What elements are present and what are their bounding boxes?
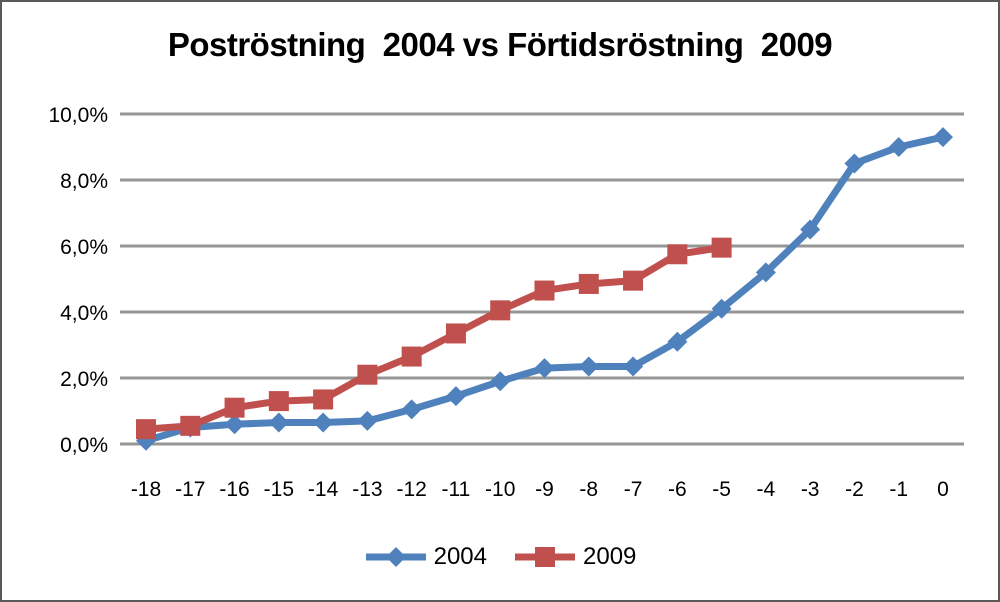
y-tick-label: 2,0%	[60, 368, 108, 391]
legend-item-2009: 2009	[513, 543, 636, 571]
legend-label-2004: 2004	[433, 543, 487, 570]
series-2009-marker	[313, 389, 334, 410]
series-2009-marker	[136, 419, 156, 440]
x-tick-label: 0	[937, 478, 949, 501]
legend-square-2009	[535, 547, 555, 567]
x-tick-label: -5	[712, 478, 731, 501]
x-tick-label: -9	[535, 478, 554, 501]
series-2009-marker	[401, 346, 422, 367]
series-2004-marker	[844, 153, 865, 174]
series-2004-marker	[667, 331, 688, 352]
y-tick-label: 8,0%	[60, 170, 108, 193]
series-2004-marker	[490, 371, 511, 392]
series-2009-marker	[357, 364, 378, 385]
legend-diamond-2004	[385, 547, 406, 567]
x-tick-label: -11	[442, 478, 471, 501]
chart-title: Poströstning 2004 vs Förtidsröstning 200…	[167, 26, 833, 63]
y-tick-label: 10,0%	[48, 104, 108, 127]
series-2004-marker	[933, 127, 953, 148]
series-2004-marker	[755, 262, 776, 283]
series-2009-marker	[180, 415, 201, 436]
x-tick-label: -8	[579, 478, 598, 501]
square-marker-icon	[515, 547, 575, 567]
x-tick-label: -1	[889, 478, 908, 501]
x-tick-label: -4	[757, 478, 776, 501]
series-2004-marker	[888, 137, 909, 157]
series-2009-marker	[667, 244, 688, 265]
series-2009-marker	[578, 273, 599, 294]
series-2009-marker	[534, 280, 555, 301]
series-2009-marker	[490, 300, 511, 321]
series-2004-marker	[401, 399, 422, 420]
series-2004-marker	[357, 410, 378, 431]
chart-legend: 2004 2009	[2, 543, 998, 571]
series-2009-marker	[623, 270, 644, 291]
diamond-marker-icon	[365, 547, 426, 567]
series-2009-marker	[445, 323, 466, 344]
legend-item-2004: 2004	[364, 543, 487, 571]
series-2004-marker	[445, 386, 466, 407]
x-tick-label: -7	[624, 478, 643, 501]
series-2009-marker	[711, 237, 732, 258]
series-2004-marker	[224, 414, 245, 435]
x-tick-label: -16	[219, 478, 249, 501]
series-2009-marker	[268, 391, 289, 412]
x-tick-label: -2	[845, 478, 864, 501]
x-tick-label: -13	[352, 478, 382, 501]
y-tick-label: 0,0%	[60, 434, 108, 457]
y-tick-label: 6,0%	[60, 236, 108, 259]
x-tick-label: -15	[264, 478, 294, 501]
legend-label-2009: 2009	[583, 543, 637, 570]
x-tick-label: -14	[308, 478, 339, 501]
x-tick-label: -10	[485, 478, 515, 501]
x-tick-label: -17	[175, 478, 205, 501]
series-2009-marker	[224, 397, 245, 418]
series-2004-marker	[313, 412, 334, 433]
series-2004-marker	[711, 298, 732, 319]
x-tick-label: -18	[131, 478, 161, 501]
x-tick-label: -12	[396, 478, 426, 501]
series-2004-marker	[800, 219, 821, 240]
series-2004-marker	[578, 356, 599, 377]
y-tick-label: 4,0%	[60, 302, 108, 325]
x-tick-label: -6	[668, 478, 687, 501]
series-2004-marker	[268, 412, 289, 433]
x-tick-label: -3	[801, 478, 820, 501]
series-2004-marker	[534, 358, 555, 379]
series-2004-marker	[623, 356, 644, 377]
